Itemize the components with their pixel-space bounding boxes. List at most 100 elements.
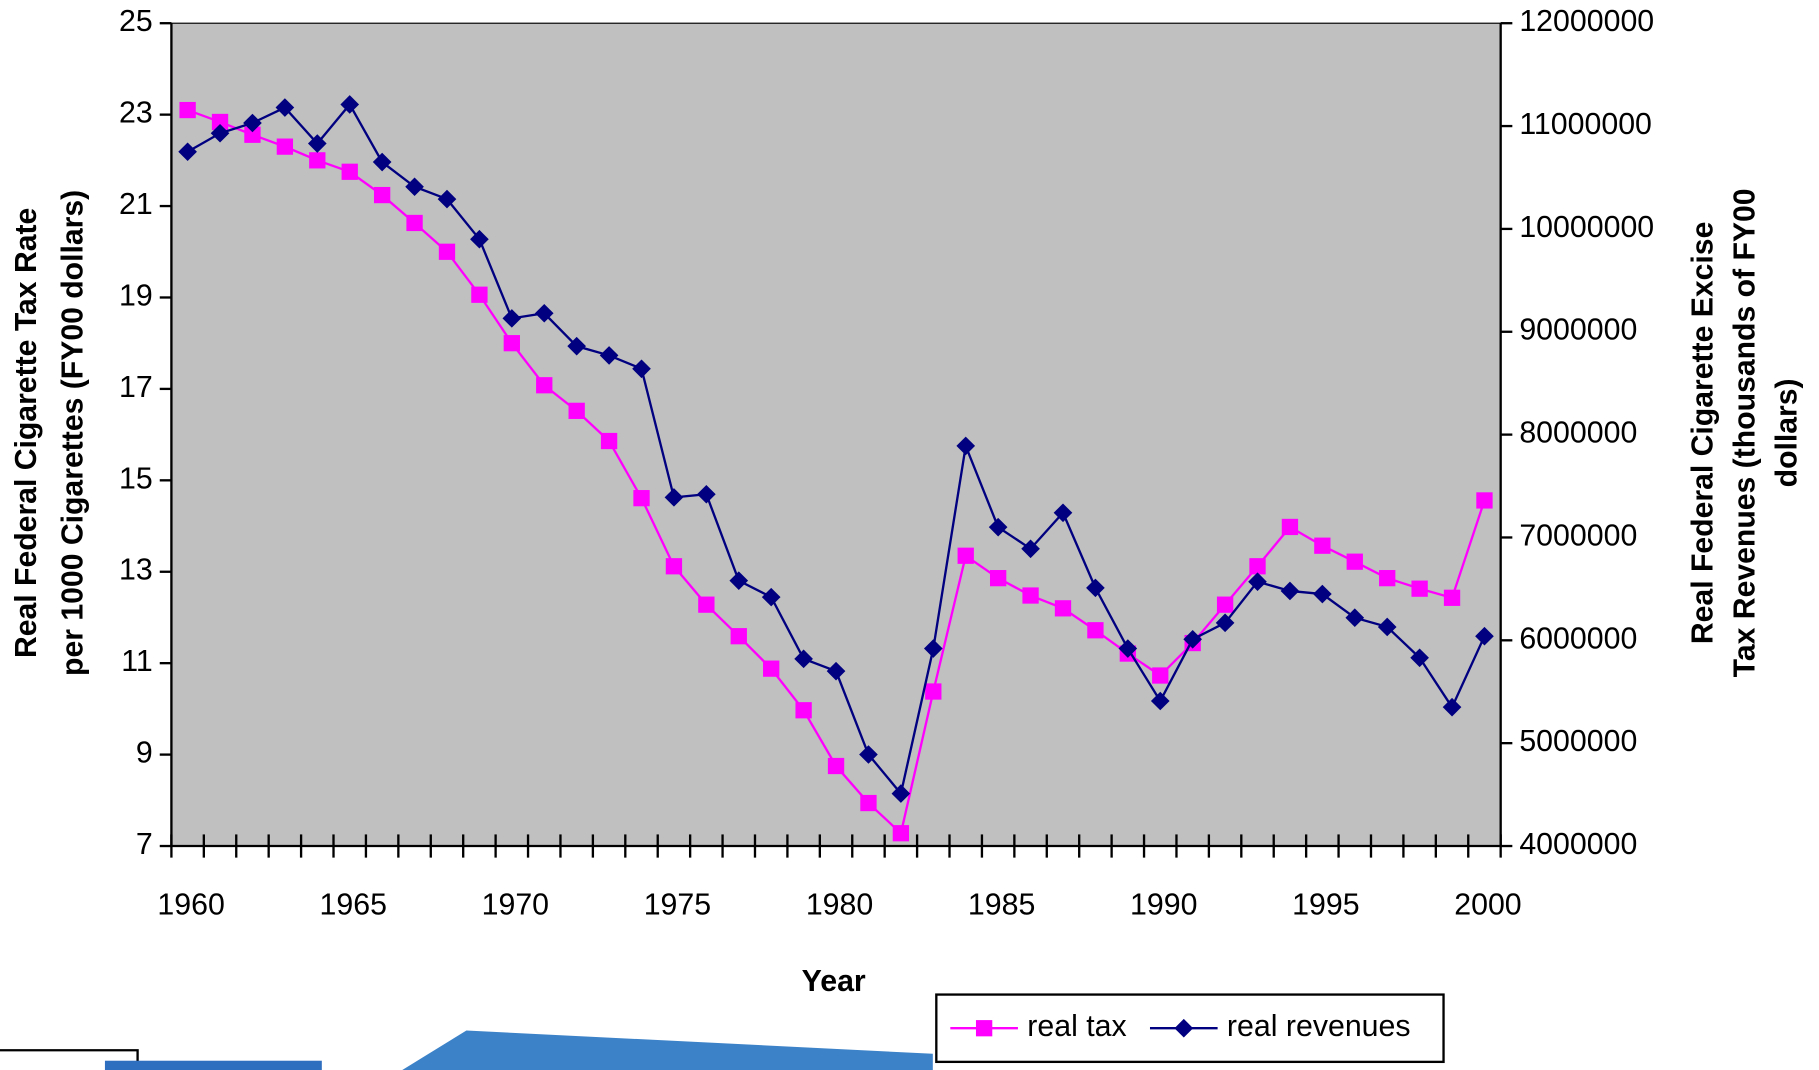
- data-point: [892, 825, 910, 842]
- data-point: [988, 517, 1008, 537]
- data-point: [632, 359, 651, 379]
- data-point: [1216, 596, 1234, 613]
- data-point: [1377, 617, 1397, 637]
- y2-tick-label: 7000000: [1519, 519, 1637, 552]
- data-point: [599, 346, 619, 365]
- data-point: [211, 113, 229, 131]
- data-point: [859, 745, 878, 764]
- y2-tick-label: 4000000: [1519, 828, 1637, 861]
- data-point: [1248, 572, 1267, 591]
- plot-area: [170, 22, 1502, 847]
- data-point: [697, 484, 716, 504]
- data-point: [761, 587, 781, 607]
- data-point: [438, 243, 456, 260]
- x-tick-label: 1965: [320, 888, 387, 921]
- y-tick-label: 25: [119, 5, 153, 38]
- legend-marker: [1174, 1018, 1194, 1038]
- data-point: [503, 335, 520, 352]
- data-point: [698, 596, 715, 613]
- data-point: [763, 660, 780, 677]
- data-point: [275, 98, 295, 117]
- legend-label: real tax: [1027, 1010, 1126, 1043]
- x-tick-label: 1970: [482, 888, 549, 921]
- series: [179, 101, 1493, 842]
- y2-tick-label: 11000000: [1519, 108, 1652, 141]
- data-point: [1314, 537, 1331, 554]
- y-tick-label: 11: [121, 645, 152, 678]
- data-point: [729, 571, 749, 590]
- y2-axis-title: dollars): [1771, 378, 1804, 487]
- x-tick-label: 1975: [644, 888, 711, 921]
- x-tick-label: 1980: [806, 888, 873, 921]
- decoration: [0, 1030, 933, 1070]
- y2-axis-title: Real Federal Cigarette Excise: [1687, 222, 1720, 644]
- data-point: [957, 547, 974, 564]
- data-point: [956, 436, 976, 456]
- legend-marker: [975, 1020, 993, 1037]
- data-point: [210, 123, 230, 143]
- data-point: [534, 303, 554, 323]
- data-point: [178, 142, 197, 162]
- data-point: [794, 649, 813, 669]
- data-point: [1410, 648, 1429, 668]
- blue-shape: [104, 1060, 322, 1070]
- y-tick-label: 23: [119, 97, 153, 130]
- y2-tick-label: 12000000: [1519, 5, 1654, 38]
- data-point: [633, 490, 650, 507]
- data-point: [1281, 518, 1299, 536]
- y-tick-label: 15: [119, 462, 153, 495]
- y-tick-label: 17: [119, 371, 153, 404]
- data-point: [405, 177, 424, 197]
- data-point: [502, 309, 522, 328]
- data-point: [1345, 608, 1365, 627]
- data-point: [1249, 558, 1266, 575]
- data-point: [276, 138, 294, 155]
- y-tick-label: 7: [136, 828, 153, 861]
- data-point: [567, 336, 586, 356]
- data-point: [730, 628, 747, 645]
- x-tick-label: 1990: [1130, 888, 1197, 921]
- data-point: [795, 702, 812, 719]
- y-axis-title: Real Federal Cigarette Tax Rate: [10, 208, 43, 658]
- series: [178, 95, 1494, 803]
- x-tick-label: 1960: [157, 888, 224, 921]
- data-point: [341, 163, 358, 180]
- data-point: [1022, 587, 1039, 604]
- data-point: [989, 570, 1007, 587]
- data-point: [860, 794, 877, 812]
- data-point: [1021, 539, 1040, 559]
- y-tick-label: 21: [119, 188, 153, 221]
- legend-label: real revenues: [1227, 1010, 1411, 1043]
- data-point: [1152, 667, 1169, 684]
- data-point: [244, 126, 261, 143]
- data-point: [406, 214, 423, 232]
- data-point: [307, 134, 327, 153]
- data-point: [891, 784, 911, 803]
- x-tick-label: 1985: [968, 888, 1035, 921]
- data-point: [309, 152, 326, 169]
- y2-axis-title: Tax Revenues (thousands of FY00: [1729, 188, 1762, 677]
- data-point: [1346, 553, 1363, 570]
- data-point: [665, 558, 683, 575]
- y2-tick-label: 8000000: [1519, 417, 1637, 450]
- data-point: [1087, 622, 1104, 639]
- data-point: [600, 432, 618, 450]
- y2-tick-label: 5000000: [1519, 725, 1637, 758]
- data-point: [1476, 492, 1493, 509]
- data-point: [1150, 691, 1170, 711]
- data-point: [243, 113, 262, 133]
- data-point: [923, 639, 943, 658]
- data-point: [1280, 581, 1300, 601]
- y2-tick-label: 6000000: [1519, 622, 1637, 655]
- data-point: [1411, 580, 1428, 597]
- x-tick-label: 2000: [1454, 888, 1521, 921]
- data-point: [1313, 584, 1332, 604]
- data-point: [1442, 697, 1462, 717]
- data-point: [925, 683, 942, 700]
- y2-tick-label: 9000000: [1519, 314, 1637, 347]
- data-point: [179, 101, 196, 119]
- x-axis-title: Year: [802, 965, 866, 998]
- data-point: [1183, 630, 1203, 649]
